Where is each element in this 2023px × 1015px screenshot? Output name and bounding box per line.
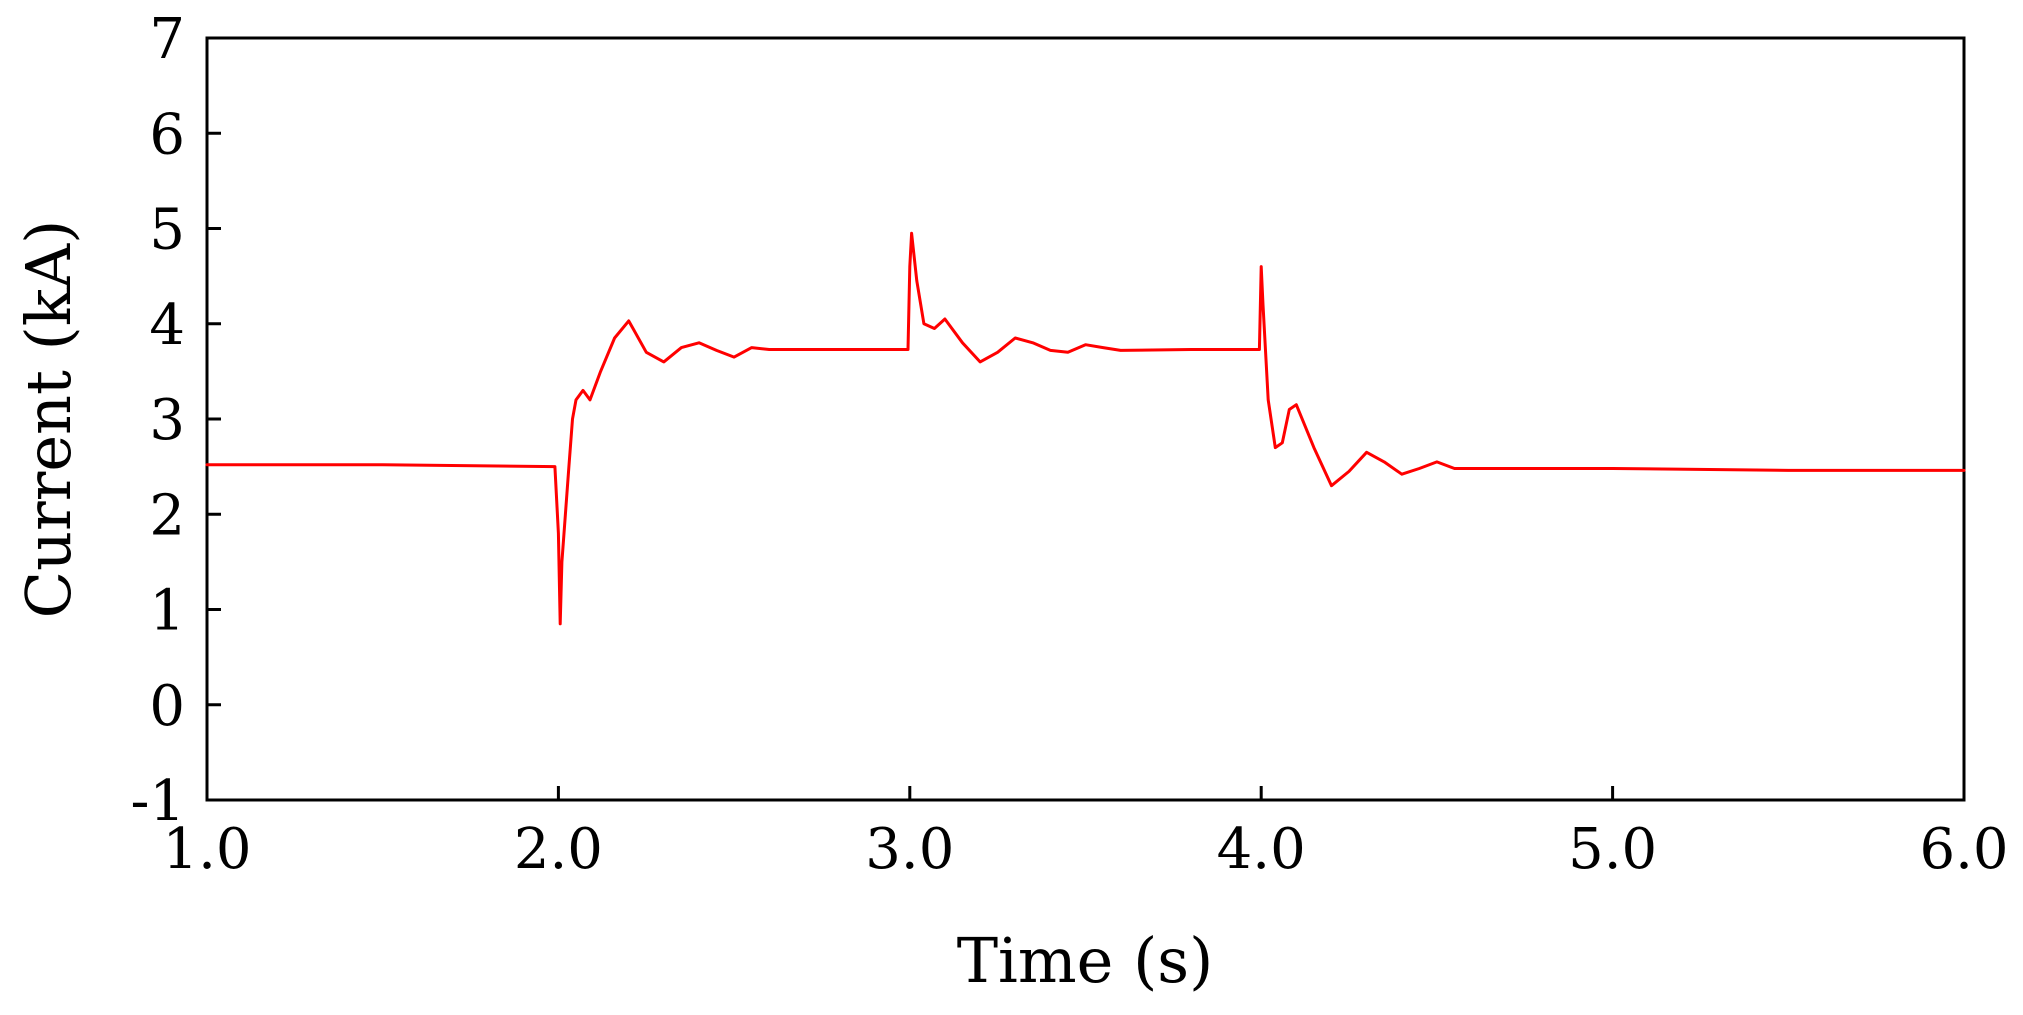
plot-frame	[205, 36, 1966, 802]
x-tick-label: 4.0	[1217, 817, 1306, 882]
y-tick-label: 5	[149, 198, 185, 263]
x-tick-label: 6.0	[1919, 817, 2008, 882]
y-tick-label: 0	[149, 674, 185, 739]
x-tick-label: 2.0	[514, 817, 603, 882]
x-tick-label: 5.0	[1568, 817, 1657, 882]
y-tick-label: 4	[149, 293, 185, 358]
y-tick-label: 7	[149, 7, 185, 72]
y-tick-label: -1	[130, 769, 185, 834]
x-tick-label: 1.0	[162, 817, 251, 882]
x-axis-label: Time (s)	[957, 924, 1214, 997]
y-tick-label: 6	[149, 102, 185, 167]
series-line	[205, 231, 1966, 626]
x-axis-ticks: 1.0 2.0 3.0 4.0 5.0 6.0	[162, 786, 2009, 882]
y-axis-ticks: -1 0 1 2 3 4 5 6 7	[130, 7, 221, 834]
y-axis-label: Current (kA)	[12, 220, 85, 619]
y-tick-label: 2	[149, 483, 185, 548]
series-layer	[205, 231, 1966, 626]
y-tick-label: 1	[149, 579, 185, 644]
y-tick-label: 3	[149, 388, 185, 453]
x-tick-label: 3.0	[865, 817, 954, 882]
